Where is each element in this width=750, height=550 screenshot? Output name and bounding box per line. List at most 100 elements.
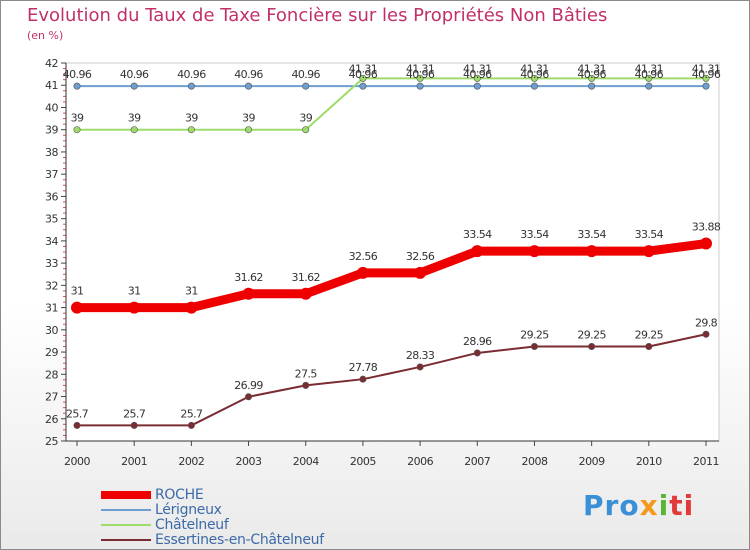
data-label-chatelneuf: 39 bbox=[71, 112, 84, 125]
data-label-essertines-en-chatelneuf: 29.25 bbox=[520, 329, 549, 342]
legend-swatch bbox=[101, 523, 151, 526]
data-point-lerigneux bbox=[645, 82, 653, 90]
data-point-chatelneuf bbox=[530, 74, 538, 82]
data-point-chatelneuf bbox=[702, 74, 710, 82]
data-label-chatelneuf: 41.31 bbox=[520, 62, 549, 75]
data-label-chatelneuf: 41.31 bbox=[349, 62, 378, 75]
y-tick-label: 29 bbox=[45, 346, 58, 359]
data-point-lerigneux bbox=[73, 82, 81, 90]
data-point-roche bbox=[471, 245, 484, 258]
y-tick-label: 25 bbox=[45, 435, 58, 448]
data-label-roche: 31.62 bbox=[234, 271, 263, 284]
data-label-roche: 33.54 bbox=[520, 228, 549, 241]
y-tick-label: 37 bbox=[45, 168, 58, 181]
data-label-lerigneux: 40.96 bbox=[520, 68, 549, 81]
y-tick-label: 28 bbox=[45, 368, 58, 381]
data-label-essertines-en-chatelneuf: 25.7 bbox=[123, 407, 146, 420]
data-point-lerigneux bbox=[245, 82, 253, 90]
data-label-essertines-en-chatelneuf: 29.25 bbox=[635, 329, 664, 342]
data-point-chatelneuf bbox=[245, 126, 253, 134]
legend-label: Essertines-en-Châtelneuf bbox=[155, 531, 324, 548]
data-point-lerigneux bbox=[416, 82, 424, 90]
chart-title: Evolution du Taux de Taxe Foncière sur l… bbox=[27, 5, 608, 26]
y-tick-label: 30 bbox=[45, 324, 58, 337]
chart-unit-label: (en %) bbox=[27, 29, 64, 42]
y-tick-label: 34 bbox=[45, 235, 58, 248]
data-point-essertines-en-chatelneuf bbox=[130, 421, 138, 429]
logo-part-1: Pro bbox=[583, 489, 640, 522]
legend-swatch bbox=[101, 508, 151, 511]
data-point-essertines-en-chatelneuf bbox=[702, 330, 710, 338]
data-label-roche: 33.54 bbox=[463, 228, 492, 241]
data-point-essertines-en-chatelneuf bbox=[530, 342, 538, 350]
legend-label: ROCHE bbox=[155, 486, 204, 503]
data-point-roche bbox=[71, 301, 83, 314]
data-label-lerigneux: 40.96 bbox=[63, 68, 92, 81]
data-label-roche: 32.56 bbox=[406, 250, 435, 263]
data-label-essertines-en-chatelneuf: 25.7 bbox=[180, 407, 203, 420]
data-label-essertines-en-chatelneuf: 26.99 bbox=[234, 379, 263, 392]
y-tick-label: 35 bbox=[45, 213, 58, 226]
data-point-chatelneuf bbox=[473, 74, 481, 82]
legend: ROCHE Lérigneux Châtelneuf Essertines-en-Ch… bbox=[101, 486, 324, 548]
data-point-essertines-en-chatelneuf bbox=[302, 381, 310, 389]
data-label-essertines-en-chatelneuf: 28.96 bbox=[463, 335, 492, 348]
data-point-essertines-en-chatelneuf bbox=[645, 342, 653, 350]
y-tick-label: 41 bbox=[45, 79, 58, 92]
data-label-lerigneux: 40.96 bbox=[692, 68, 721, 81]
data-label-lerigneux: 40.96 bbox=[406, 68, 435, 81]
x-tick-label: 2007 bbox=[464, 455, 490, 468]
data-label-essertines-en-chatelneuf: 28.33 bbox=[406, 349, 435, 362]
x-tick-label: 2002 bbox=[178, 455, 204, 468]
data-point-chatelneuf bbox=[302, 126, 310, 134]
data-label-lerigneux: 40.96 bbox=[234, 68, 263, 81]
legend-label: Lérigneux bbox=[155, 501, 222, 518]
legend-swatch bbox=[101, 490, 151, 499]
data-point-chatelneuf bbox=[416, 74, 424, 82]
data-point-chatelneuf bbox=[588, 74, 596, 82]
data-label-chatelneuf: 41.31 bbox=[692, 62, 721, 75]
data-point-lerigneux bbox=[588, 82, 596, 90]
data-label-essertines-en-chatelneuf: 27.78 bbox=[349, 361, 378, 374]
data-point-lerigneux bbox=[530, 82, 538, 90]
data-label-lerigneux: 40.96 bbox=[349, 68, 378, 81]
data-point-essertines-en-chatelneuf bbox=[473, 349, 481, 357]
series-line-roche bbox=[72, 239, 711, 313]
logo-part-3: i bbox=[658, 489, 670, 522]
data-label-essertines-en-chatelneuf: 29.25 bbox=[577, 329, 606, 342]
data-label-lerigneux: 40.96 bbox=[291, 68, 320, 81]
y-tick-label: 38 bbox=[45, 146, 58, 159]
y-tick-label: 27 bbox=[45, 391, 58, 404]
data-label-lerigneux: 40.96 bbox=[177, 68, 206, 81]
series-line-essertines-en-chatelneuf bbox=[76, 333, 707, 427]
logo-part-4: ti bbox=[669, 489, 695, 522]
x-tick-label: 2003 bbox=[236, 455, 262, 468]
x-tick-label: 2008 bbox=[521, 455, 547, 468]
data-label-lerigneux: 40.96 bbox=[120, 68, 149, 81]
data-label-roche: 31 bbox=[185, 285, 198, 298]
data-point-roche bbox=[642, 245, 655, 258]
data-label-roche: 32.56 bbox=[349, 250, 378, 263]
data-point-essertines-en-chatelneuf bbox=[416, 363, 424, 371]
legend-entry: Châtelneuf bbox=[101, 517, 324, 533]
data-label-roche: 31 bbox=[128, 285, 141, 298]
data-label-chatelneuf: 41.31 bbox=[577, 62, 606, 75]
data-label-chatelneuf: 39 bbox=[128, 112, 141, 125]
x-tick-label: 2009 bbox=[579, 455, 605, 468]
data-point-roche bbox=[528, 245, 541, 258]
data-label-chatelneuf: 41.31 bbox=[406, 62, 435, 75]
data-point-roche bbox=[700, 237, 712, 250]
data-label-essertines-en-chatelneuf: 29.8 bbox=[695, 316, 718, 329]
y-tick-label: 33 bbox=[45, 257, 58, 270]
data-point-lerigneux bbox=[187, 82, 195, 90]
legend-entry: Lérigneux bbox=[101, 501, 324, 518]
data-label-chatelneuf: 41.31 bbox=[463, 62, 492, 75]
y-tick-label: 26 bbox=[45, 413, 58, 426]
data-point-essertines-en-chatelneuf bbox=[73, 421, 81, 429]
x-tick-label: 2006 bbox=[407, 455, 433, 468]
data-point-chatelneuf bbox=[73, 126, 81, 134]
y-tick-label: 40 bbox=[45, 101, 58, 114]
data-label-chatelneuf: 41.31 bbox=[635, 62, 664, 75]
x-tick-label: 2004 bbox=[293, 455, 319, 468]
